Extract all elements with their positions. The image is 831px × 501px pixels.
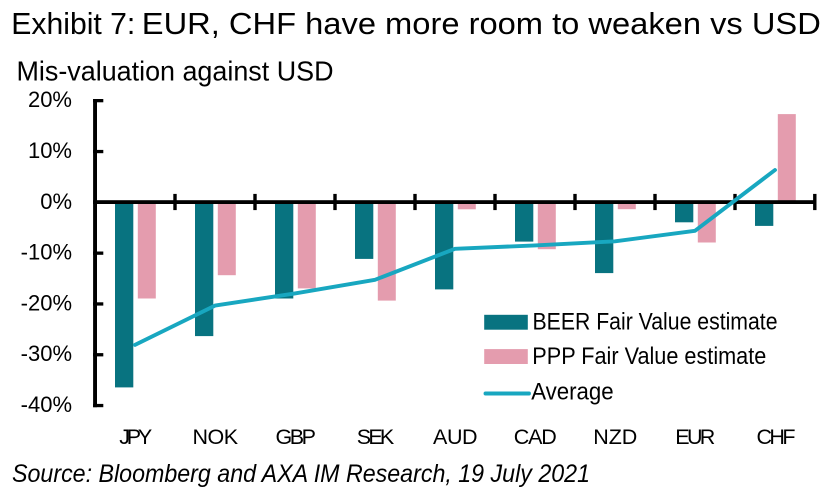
svg-text:AUD: AUD: [433, 425, 478, 449]
svg-text:NZD: NZD: [593, 425, 637, 449]
svg-text:EUR: EUR: [675, 425, 715, 449]
svg-text:-30%: -30%: [21, 341, 72, 366]
svg-text:-20%: -20%: [21, 290, 72, 315]
svg-text:NOK: NOK: [193, 425, 239, 449]
svg-text:-40%: -40%: [21, 392, 72, 417]
svg-text:JPY: JPY: [119, 425, 152, 449]
svg-text:BEER Fair Value estimate: BEER Fair Value estimate: [533, 309, 778, 336]
svg-text:SEK: SEK: [357, 425, 395, 449]
svg-text:Source: Bloomberg and AXA IM R: Source: Bloomberg and AXA IM Research, 1…: [12, 460, 590, 488]
svg-text:-10%: -10%: [21, 240, 72, 265]
svg-text:EUR, CHF have more room to wea: EUR, CHF have more room to weaken vs USD: [142, 6, 821, 41]
svg-text:10%: 10%: [28, 138, 72, 163]
svg-text:Average: Average: [531, 379, 614, 406]
svg-text:Mis-valuation against USD: Mis-valuation against USD: [17, 56, 334, 87]
svg-text:GBP: GBP: [275, 425, 316, 449]
svg-text:0%: 0%: [40, 189, 72, 214]
svg-text:Exhibit 7:: Exhibit 7:: [11, 6, 135, 41]
svg-text:20%: 20%: [28, 87, 72, 112]
svg-text:CAD: CAD: [514, 425, 557, 449]
svg-text:CHF: CHF: [757, 425, 796, 449]
svg-text:PPP Fair Value estimate: PPP Fair Value estimate: [532, 343, 766, 370]
